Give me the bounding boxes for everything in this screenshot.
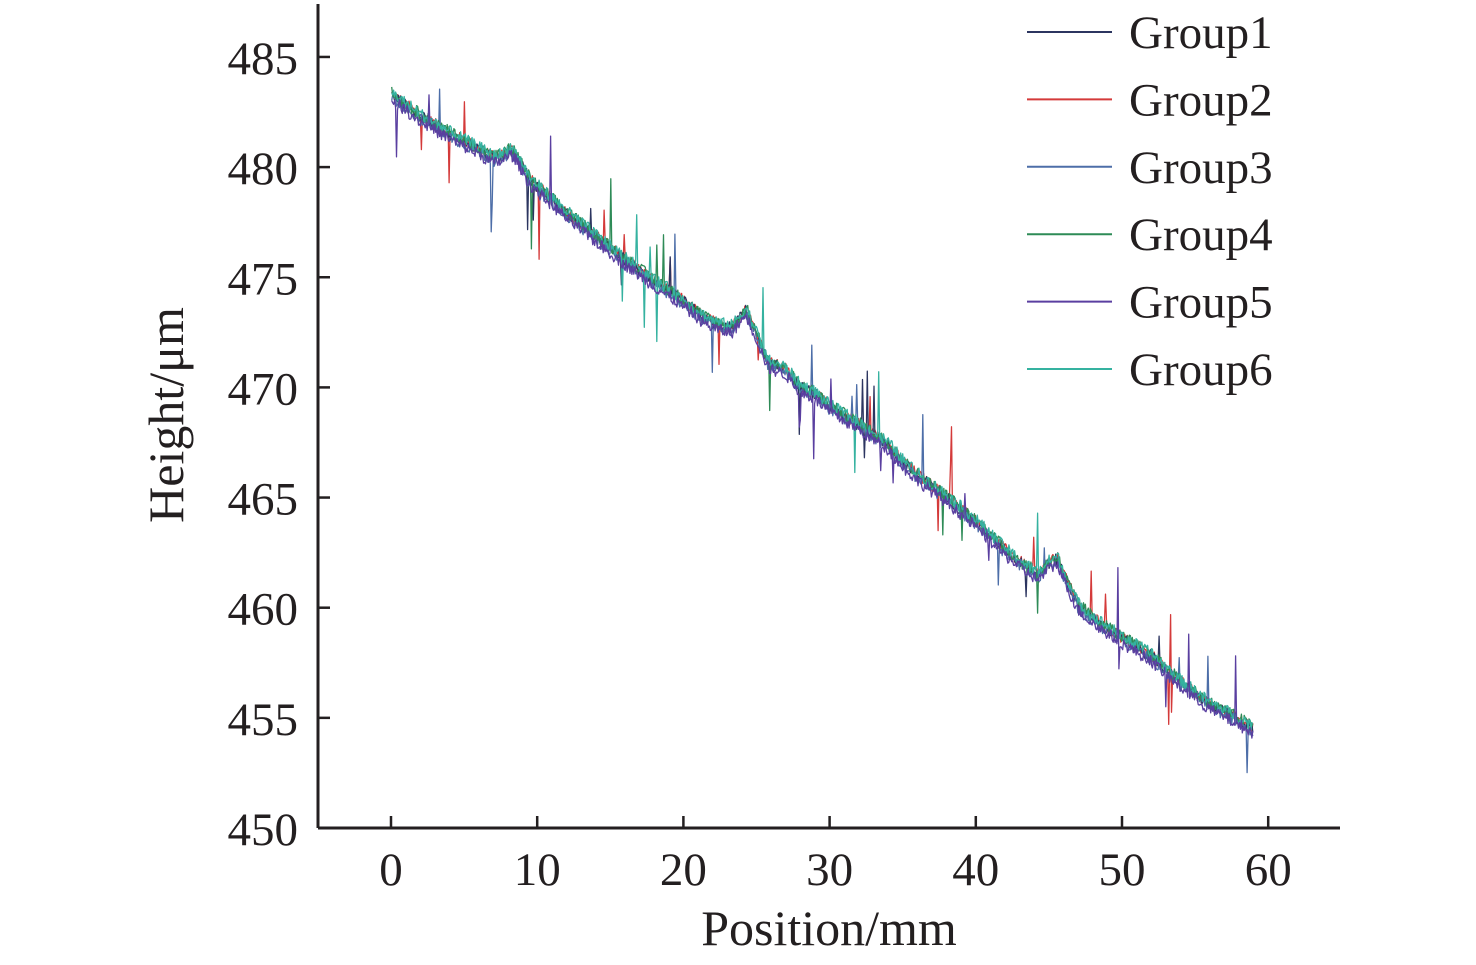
y-ticks: 450 455 460 465 470 475 480 485 (228, 33, 330, 856)
y-axis-title: Height/μm (138, 307, 194, 523)
x-tick-label: 10 (514, 844, 561, 896)
x-ticks: 0 10 20 30 40 50 60 (379, 816, 1292, 896)
legend-label: Group4 (1129, 209, 1273, 261)
x-tick-label: 60 (1245, 844, 1292, 896)
x-tick-label: 30 (806, 844, 853, 896)
y-tick-label: 470 (228, 363, 299, 415)
legend-label: Group6 (1129, 344, 1273, 396)
y-tick-label: 455 (228, 694, 299, 746)
y-tick-label: 460 (228, 584, 299, 636)
x-tick-label: 0 (379, 844, 403, 896)
x-tick-label: 40 (952, 844, 999, 896)
series-line-group5 (391, 94, 1254, 739)
x-tick-label: 50 (1099, 844, 1146, 896)
x-axis-title: Position/mm (701, 900, 957, 956)
y-tick-label: 465 (228, 474, 299, 526)
y-tick-label: 480 (228, 143, 299, 195)
plot-area (391, 86, 1254, 774)
y-tick-label: 485 (228, 33, 299, 85)
x-tick-label: 20 (660, 844, 707, 896)
legend-label: Group2 (1129, 74, 1273, 126)
legend-label: Group5 (1129, 277, 1273, 329)
y-tick-label: 450 (228, 804, 299, 856)
series-line-group3 (391, 88, 1254, 774)
axes (316, 4, 1340, 830)
legend-label: Group1 (1129, 7, 1273, 59)
y-tick-label: 475 (228, 253, 299, 305)
series-line-group6 (391, 89, 1254, 732)
legend: Group1 Group2 Group3 Group4 Group5 Group6 (1027, 7, 1273, 396)
legend-label: Group3 (1129, 142, 1273, 194)
